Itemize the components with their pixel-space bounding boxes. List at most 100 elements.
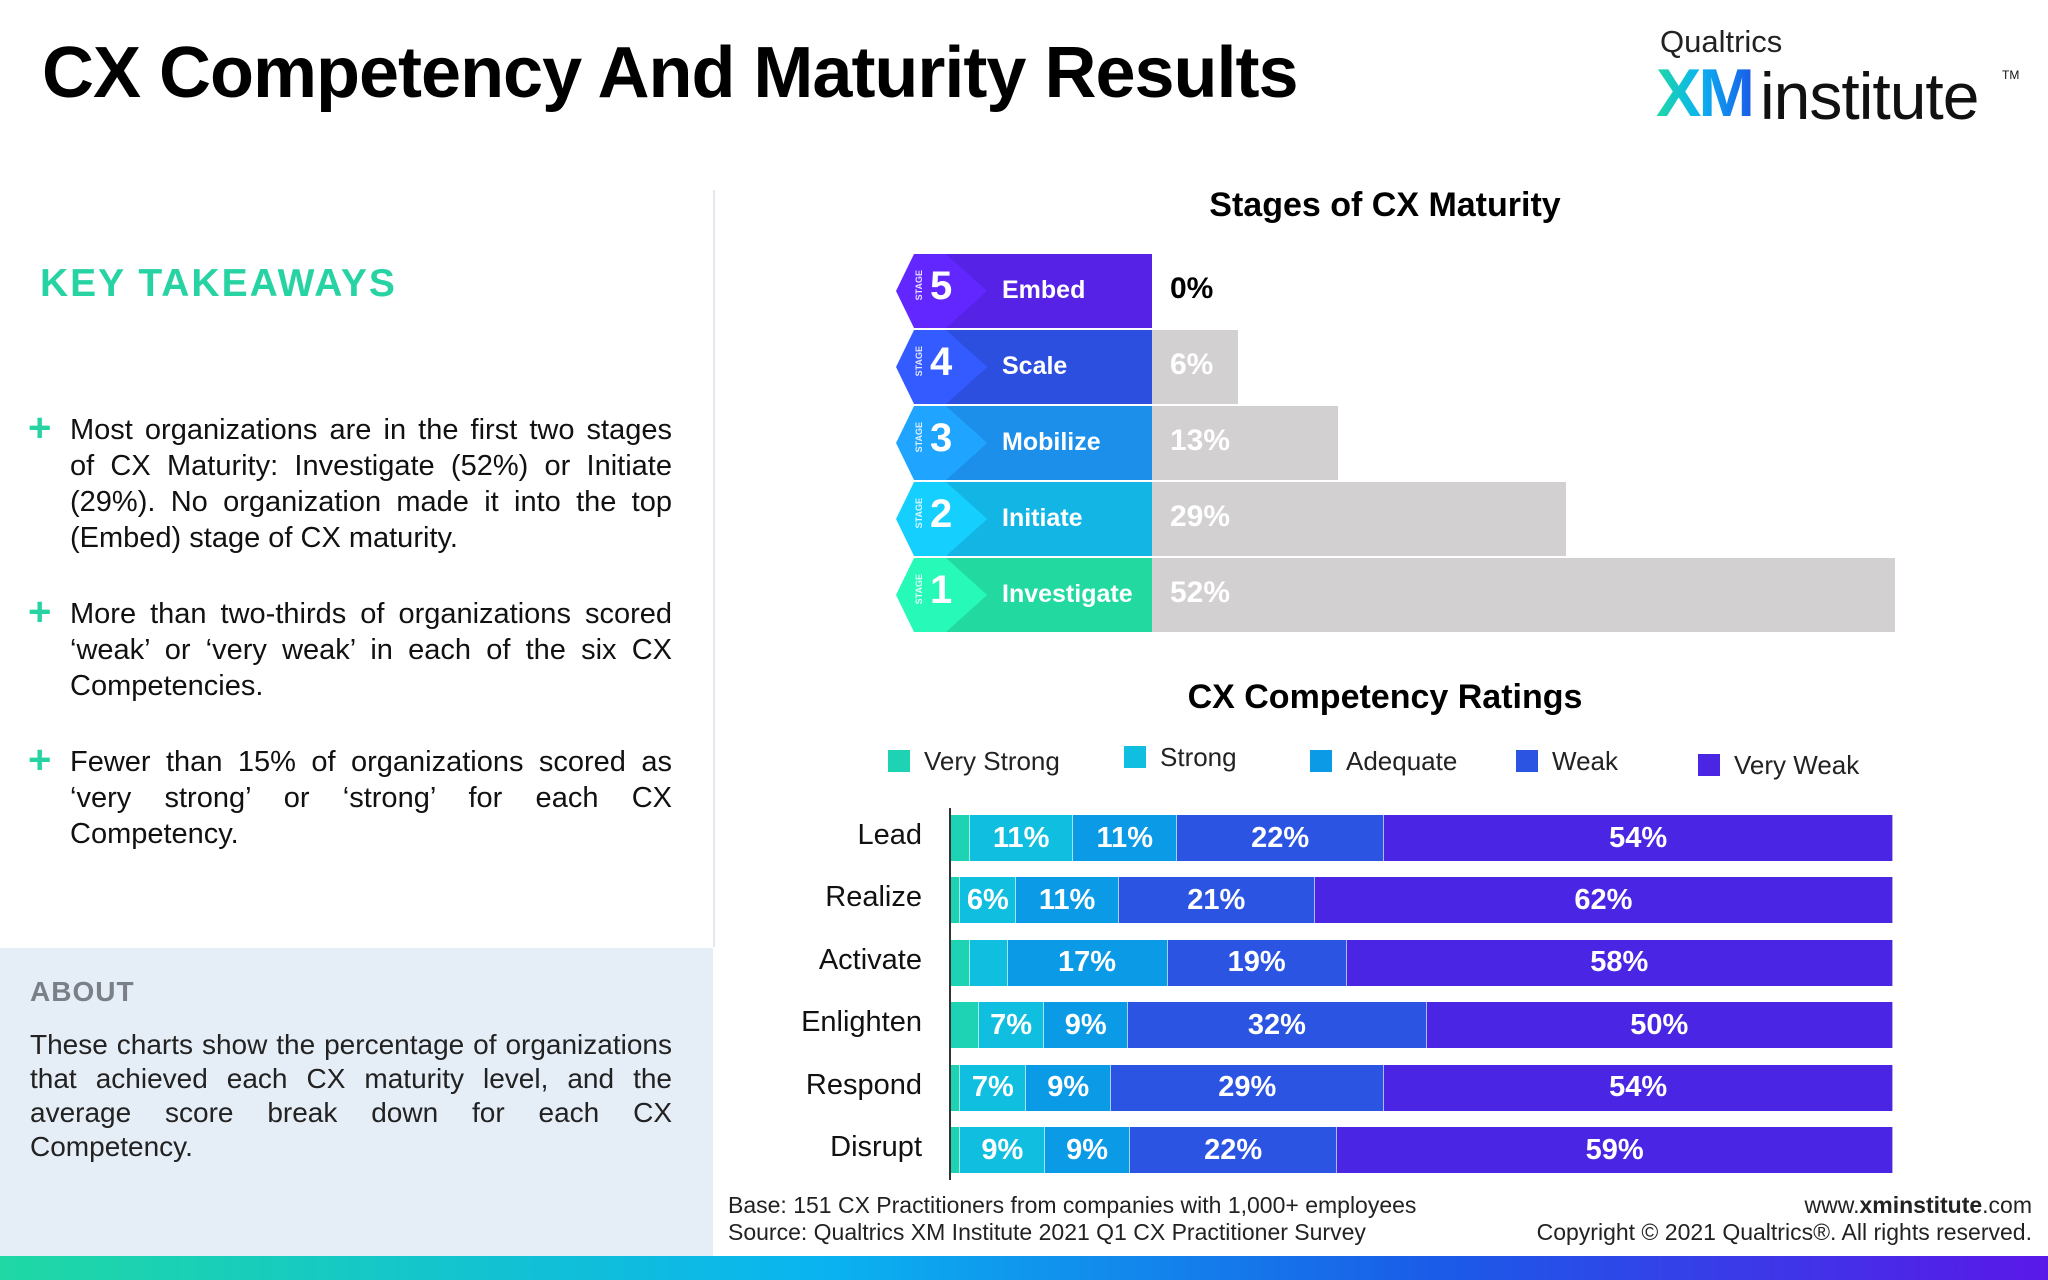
xm-institute-logo: Qualtrics XM institute TM (1650, 24, 2019, 134)
stage-badge-initiate: STAGE 2 Initiate (896, 482, 1152, 556)
logo-tm-text: TM (2002, 68, 2020, 82)
bar-segment-strong: 7% (978, 1002, 1045, 1049)
legend-label: Strong (1160, 742, 1237, 772)
takeaway-text: More than two-thirds of organizations sc… (70, 598, 672, 702)
legend-swatch (1698, 754, 1720, 776)
maturity-bar (1152, 482, 1567, 556)
legend-item: Weak (1516, 746, 1618, 777)
footer-url[interactable]: www.xminstitute.com (1805, 1192, 2032, 1219)
footnote-source: Source: Qualtrics XM Institute 2021 Q1 C… (728, 1219, 1366, 1245)
bar-segment-strong: 9% (960, 1127, 1046, 1173)
bottom-gradient-bar (0, 1256, 2048, 1280)
takeaway-item: + Fewer than 15% of organizations scored … (28, 740, 672, 852)
maturity-bar (1152, 330, 1238, 404)
stage-name: Mobilize (1002, 428, 1101, 456)
legend-label: Adequate (1346, 746, 1458, 776)
legend-label: Weak (1552, 746, 1618, 776)
bar-segment-weak: 22% (1177, 815, 1385, 861)
bar-segment-very-weak: 54% (1384, 1064, 1893, 1111)
bar-segment-strong: 11% (969, 815, 1074, 861)
footnote-base: Base: 151 CX Practitioners from companie… (728, 1192, 1417, 1218)
stage-badge-investigate: STAGE 1 Investigate (896, 558, 1152, 632)
stage-word: STAGE (914, 270, 924, 301)
logo-qualtrics-text: Qualtrics (1660, 24, 1783, 59)
bar-segment-very-strong (951, 1002, 979, 1049)
bar-segment-strong: 6% (960, 877, 1017, 924)
bar-segment-weak: 32% (1128, 1002, 1427, 1049)
plus-icon: + (28, 590, 52, 634)
stage-number: 1 (930, 568, 953, 612)
stage-word: STAGE (914, 498, 924, 529)
stage-name: Investigate (1002, 580, 1133, 608)
legend-swatch (1516, 750, 1538, 772)
maturity-bar (1152, 406, 1338, 480)
competency-label-disrupt: Disrupt (830, 1131, 922, 1163)
legend-swatch (1310, 750, 1332, 772)
stage-badge-mobilize: STAGE 3 Mobilize (896, 406, 1152, 480)
competency-axis (949, 808, 951, 1180)
takeaway-text: Most organizations are in the first two … (70, 414, 672, 554)
maturity-bar (1152, 558, 1895, 632)
bar-segment-weak: 29% (1111, 1064, 1385, 1111)
takeaway-item: + Most organizations are in the first two… (28, 408, 672, 556)
plus-icon: + (28, 406, 52, 450)
stage-name: Scale (1002, 352, 1068, 380)
column-divider (713, 190, 715, 947)
bar-segment-strong: 7% (960, 1064, 1027, 1111)
maturity-value-label: 52% (1170, 576, 1231, 609)
stage-number: 5 (930, 264, 953, 308)
bar-segment-very-strong (951, 1127, 961, 1173)
plus-icon: + (28, 738, 52, 782)
logo-institute-text: institute (1760, 59, 1979, 133)
stage-name: Initiate (1002, 504, 1083, 532)
bar-segment-very-strong (951, 1064, 961, 1111)
stage-number: 3 (930, 416, 953, 460)
competency-label-activate: Activate (818, 943, 922, 976)
about-panel: ABOUT These charts show the percentage o… (0, 948, 713, 1256)
bar-segment-adequate: 11% (1073, 815, 1178, 861)
bar-segment-adequate: 9% (1045, 1127, 1130, 1173)
competency-label-enlighten: Enlighten (801, 1006, 922, 1039)
stage-word: STAGE (914, 574, 924, 605)
footer-url-bold: xminstitute (1859, 1192, 1983, 1218)
bar-segment-very-weak: 58% (1346, 939, 1893, 986)
about-heading: ABOUT (30, 976, 135, 1007)
takeaways-list: + Most organizations are in the first two… (28, 408, 672, 892)
maturity-value-label: 0% (1170, 272, 1214, 305)
bar-segment-adequate: 17% (1007, 939, 1168, 986)
about-text: These charts show the percentage of orga… (30, 1029, 672, 1162)
legend-item: Very Weak (1698, 750, 1859, 781)
footer-url-suffix: .com (1982, 1192, 2032, 1218)
stage-badge-embed: STAGE 5 Embed (896, 254, 1152, 328)
competency-chart-title: CX Competency Ratings (1187, 678, 1583, 716)
legend-item: Very Strong (888, 746, 1060, 777)
legend-label: Very Strong (924, 746, 1060, 776)
maturity-value-label: 29% (1170, 500, 1231, 533)
legend-item: Strong (1124, 742, 1237, 773)
maturity-chart-title: Stages of CX Maturity (1209, 186, 1561, 224)
bar-segment-very-weak: 54% (1384, 815, 1893, 861)
competency-label-respond: Respond (805, 1068, 922, 1101)
page-title: CX Competency And Maturity Results (42, 33, 1299, 113)
stage-name: Embed (1002, 276, 1086, 304)
bar-segment-adequate: 9% (1044, 1002, 1129, 1049)
stage-number: 4 (930, 340, 953, 384)
competency-label-lead: Lead (857, 819, 922, 851)
bar-segment-very-weak: 50% (1426, 1002, 1893, 1049)
logo-xm-text: XM (1656, 55, 1755, 131)
maturity-value-label: 13% (1170, 424, 1231, 457)
maturity-value-label: 6% (1170, 348, 1214, 381)
legend-swatch (1124, 746, 1146, 768)
bar-segment-weak: 19% (1167, 939, 1347, 986)
bar-segment-adequate: 9% (1026, 1064, 1112, 1111)
bar-segment-very-strong (951, 815, 970, 861)
stage-badge-scale: STAGE 4 Scale (896, 330, 1152, 404)
bar-segment-weak: 22% (1129, 1127, 1338, 1173)
stage-number: 2 (930, 492, 953, 536)
bar-segment-very-strong (951, 877, 961, 924)
key-takeaways-heading: KEY TAKEAWAYS (40, 262, 397, 305)
stage-word: STAGE (914, 422, 924, 453)
competency-label-realize: Realize (825, 881, 922, 914)
takeaway-item: + More than two-thirds of organizations s… (28, 592, 672, 704)
legend-label: Very Weak (1734, 750, 1860, 780)
